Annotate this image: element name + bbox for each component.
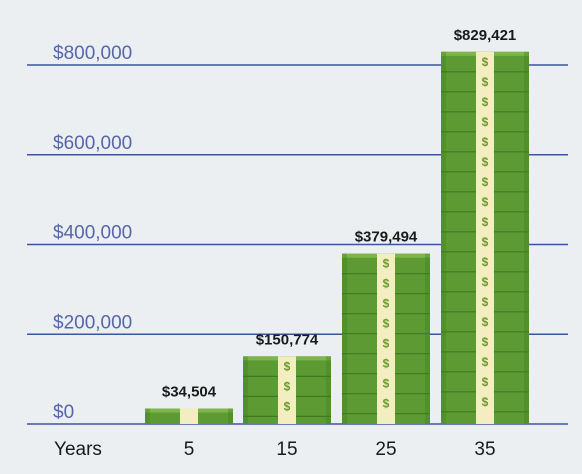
money-band [180, 408, 198, 424]
data-label: $829,421 [454, 27, 517, 44]
dollar-sign-icon: $ [482, 215, 489, 229]
bar-side-shade [441, 51, 446, 424]
x-axis-title: Years [54, 439, 102, 460]
bar-side-shade [326, 356, 331, 424]
data-label: $379,494 [355, 229, 418, 246]
y-tick-label: $200,000 [53, 312, 132, 333]
bar-5 [145, 408, 233, 424]
bar-15: $ $ $ [243, 356, 331, 424]
dollar-sign-icon: $ [482, 55, 489, 69]
x-tick-label: 5 [184, 439, 195, 460]
dollar-sign-icon: $ [482, 235, 489, 249]
dollar-sign-icon: $ [482, 315, 489, 329]
dollar-sign-icon: $ [383, 397, 390, 411]
dollar-sign-icon: $ [482, 155, 489, 169]
x-tick-label: 35 [474, 439, 495, 460]
data-label: $150,774 [256, 331, 319, 348]
dollar-sign-icon: $ [482, 355, 489, 369]
y-tick-label: $800,000 [53, 43, 132, 64]
dollar-sign-icon: $ [482, 175, 489, 189]
dollar-sign-icon: $ [482, 275, 489, 289]
dollar-sign-icon: $ [383, 337, 390, 351]
money-band [377, 253, 395, 424]
dollar-sign-icon: $ [482, 375, 489, 389]
bar-35: $ $ $ $ $ $ $ $ $ $ $ $ $ $ $ $ $ $ [441, 51, 529, 424]
dollar-sign-icon: $ [383, 377, 390, 391]
bar-side-shade [228, 408, 233, 424]
dollar-sign-icon: $ [383, 277, 390, 291]
bar-side-shade [524, 51, 529, 424]
dollar-sign-icon: $ [482, 115, 489, 129]
x-tick-label: 15 [276, 439, 297, 460]
dollar-sign-icon: $ [482, 195, 489, 209]
data-labels: $34,504 $150,774 $379,494 $829,421 [162, 27, 516, 401]
dollar-sign-icon: $ [482, 135, 489, 149]
dollar-sign-icon: $ [482, 395, 489, 409]
dollar-sign-icon: $ [284, 379, 291, 393]
bar-side-shade [145, 408, 150, 424]
dollar-sign-icon: $ [482, 255, 489, 269]
dollar-sign-icon: $ [482, 295, 489, 309]
money-band [278, 356, 296, 424]
dollar-sign-icon: $ [482, 75, 489, 89]
dollar-sign-icon: $ [284, 399, 291, 413]
bar-25: $ $ $ $ $ $ $ $ [342, 253, 430, 424]
bars: $ $ $ $ $ $ $ $ $ $ $ $ $ $ $ $ $ $ $ $ $ $ $ $ $ $ $ $ $ [145, 51, 529, 424]
dollar-sign-icon: $ [383, 317, 390, 331]
bar-side-shade [425, 253, 430, 424]
data-label: $34,504 [162, 384, 217, 401]
dollar-sign-icon: $ [284, 359, 291, 373]
dollar-sign-icon: $ [383, 357, 390, 371]
x-tick-label: 25 [375, 439, 396, 460]
dollar-sign-icon: $ [482, 95, 489, 109]
y-tick-label: $0 [53, 402, 74, 423]
bar-side-shade [243, 356, 248, 424]
dollar-sign-icon: $ [383, 297, 390, 311]
y-tick-label: $400,000 [53, 223, 132, 244]
x-tick-labels: Years 5 15 25 35 [54, 439, 496, 460]
bar-side-shade [342, 253, 347, 424]
money-band [476, 51, 494, 424]
dollar-sign-icon: $ [383, 257, 390, 271]
dollar-sign-icon: $ [482, 335, 489, 349]
y-tick-label: $600,000 [53, 133, 132, 154]
y-tick-labels: $0 $200,000 $400,000 $600,000 $800,000 [53, 43, 132, 423]
